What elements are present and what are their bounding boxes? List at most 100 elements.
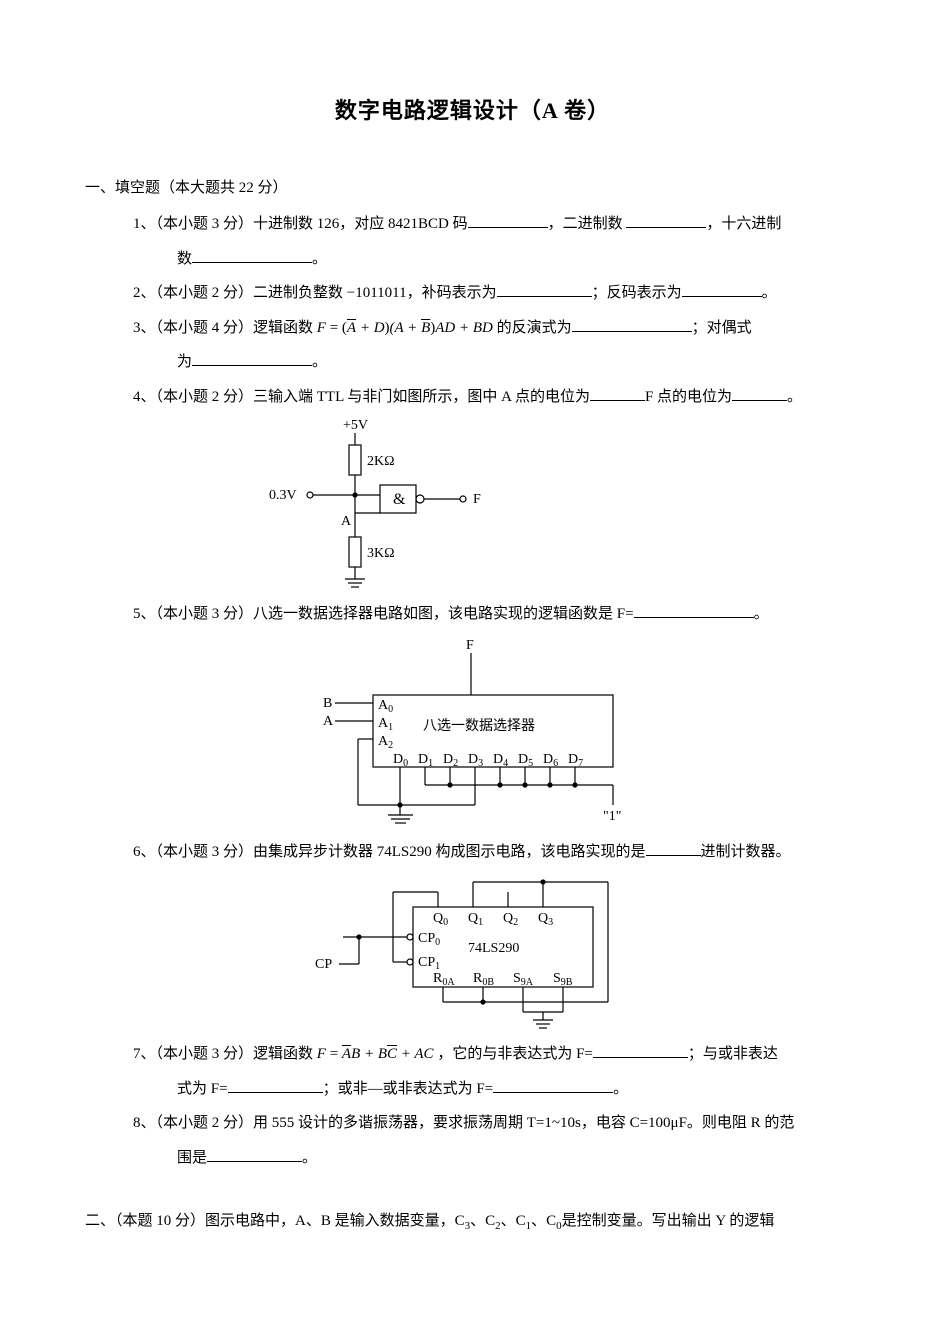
q2-end: 。 xyxy=(762,285,777,301)
question-8-line2: 围是 。 xyxy=(85,1144,860,1173)
svg-text:D0: D0 xyxy=(393,752,408,769)
svg-text:Q0: Q0 xyxy=(433,911,448,928)
svg5-one: "1" xyxy=(603,809,621,824)
q1-mid1: ，二进制数 xyxy=(548,216,623,232)
page-title: 数字电路逻辑设计（A 卷） xyxy=(85,90,860,132)
question-8-line1: 8、（本小题 2 分）用 555 设计的多谐振荡器，要求振荡周期 T=1~10s… xyxy=(85,1109,860,1138)
q7-mid: ；与或非表达 xyxy=(688,1046,778,1062)
svg-text:D5: D5 xyxy=(518,752,533,769)
q1-blank2 xyxy=(626,213,706,228)
question-7-line2: 式为 F=；或非—或非表达式为 F=。 xyxy=(85,1075,860,1104)
s2-c3: 、C xyxy=(531,1213,556,1229)
svg-text:D4: D4 xyxy=(493,752,508,769)
q7-prefix: 7、（本小题 3 分）逻辑函数 xyxy=(133,1046,313,1062)
svg6-r0bs: 0B xyxy=(482,977,494,988)
question-3-line2: 为。 xyxy=(85,348,860,377)
q3-blank2 xyxy=(192,351,312,366)
q3-t1o: A xyxy=(347,320,356,336)
q7-blank1 xyxy=(593,1043,688,1058)
svg6-s9bs: 9B xyxy=(560,977,572,988)
q7-t1o: A xyxy=(342,1046,351,1062)
q3-l2-prefix: 为 xyxy=(177,354,192,370)
q7-t2o: C xyxy=(387,1046,397,1062)
q4-blank2 xyxy=(732,386,787,401)
section-2-header: 二、（本题 10 分）图示电路中，A、B 是输入数据变量，C3、C2、C1、C0… xyxy=(85,1207,860,1237)
q2-mid: ；反码表示为 xyxy=(592,285,682,301)
q8-end: 。 xyxy=(302,1150,317,1166)
svg-text:S9B: S9B xyxy=(553,971,573,988)
s2-c1: 、C xyxy=(470,1213,495,1229)
q3-end: 。 xyxy=(312,354,327,370)
q3-mid: ；对偶式 xyxy=(692,320,752,336)
q3-t2l: (A + xyxy=(390,320,422,336)
q4-blank1 xyxy=(590,386,645,401)
q6-suffix: 进制计数器。 xyxy=(701,844,791,860)
q1-blank1 xyxy=(468,213,548,228)
q7-end: 。 xyxy=(613,1081,628,1097)
q3-eq: = xyxy=(326,320,342,336)
q7-blank3 xyxy=(493,1078,613,1093)
svg5-a0s: 0 xyxy=(388,704,393,715)
svg6-cp0s: 0 xyxy=(435,937,440,948)
q7-t1b: B + B xyxy=(351,1046,387,1062)
q2-blank1 xyxy=(497,282,592,297)
s2-c2: 、C xyxy=(501,1213,526,1229)
question-6: 6、（本小题 3 分）由集成异步计数器 74LS290 构成图示电路，该电路实现… xyxy=(85,838,860,867)
svg-text:R0A: R0A xyxy=(433,971,455,988)
svg-text:A2: A2 xyxy=(378,734,393,751)
svg5-a1s: 1 xyxy=(388,722,393,733)
svg6-r0as: 0A xyxy=(442,977,455,988)
svg-text:Q1: Q1 xyxy=(468,911,483,928)
q7-mid2: ；或非—或非表达式为 F= xyxy=(323,1081,494,1097)
diagram-q4-ttl-nand: +5V 2KΩ 0.3V & A F 3KΩ xyxy=(265,417,505,592)
svg4-r2k: 2KΩ xyxy=(367,454,395,469)
svg-text:CP0: CP0 xyxy=(418,931,440,948)
question-1-line1: 1、（本小题 3 分）十进制数 126，对应 8421BCD 码 ，二进制数 ，十… xyxy=(85,210,860,239)
svg-text:A0: A0 xyxy=(378,698,393,715)
svg6-cp1: CP xyxy=(418,955,435,970)
diagram-q5-mux: F B A0 A A1 A2 八选一数据选择器 D0 D1 D2 D3 D4 D… xyxy=(283,635,663,830)
question-1-line2: 数。 xyxy=(85,245,860,274)
svg-text:R0B: R0B xyxy=(473,971,494,988)
q2-blank2 xyxy=(682,282,762,297)
q8-l2-prefix: 围是 xyxy=(177,1150,207,1166)
q7-blank2 xyxy=(228,1078,323,1093)
q3-after: 的反演式为 xyxy=(497,320,572,336)
q5-end: 。 xyxy=(754,606,769,622)
q5-prefix: 5、（本小题 3 分）八选一数据选择器电路如图，该电路实现的逻辑函数是 F= xyxy=(133,606,634,622)
q8-prefix: 8、（本小题 2 分）用 555 设计的多谐振荡器，要求振荡周期 T=1~10s… xyxy=(133,1115,794,1131)
s2-after: 是控制变量。写出输出 Y 的逻辑 xyxy=(562,1213,775,1229)
q6-prefix: 6、（本小题 3 分）由集成异步计数器 74LS290 构成图示电路，该电路实现… xyxy=(133,844,646,860)
svg4-a: A xyxy=(341,514,352,529)
svg5-a2s: 2 xyxy=(388,740,393,751)
svg4-r3k: 3KΩ xyxy=(367,546,395,561)
q3-t2o: B xyxy=(421,320,430,336)
svg4-5v: +5V xyxy=(343,418,368,433)
question-3-line1: 3、（本小题 4 分）逻辑函数 F = (A + D)(A + B)AD + B… xyxy=(85,314,860,343)
svg-text:Q3: Q3 xyxy=(538,911,553,928)
q3-prefix: 3、（本小题 4 分）逻辑函数 xyxy=(133,320,313,336)
svg5-label: 八选一数据选择器 xyxy=(423,718,535,734)
diagram-q6-74ls290: Q0 Q1 Q2 Q3 CP1 CP0 CP 74LS290 R0A R0B S… xyxy=(303,872,643,1032)
s2-prefix: 二、（本题 10 分）图示电路中，A、B 是输入数据变量，C xyxy=(85,1213,465,1229)
svg-text:CP1: CP1 xyxy=(418,955,440,972)
q1-prefix: 1、（本小题 3 分）十进制数 126，对应 8421BCD 码 xyxy=(133,216,468,232)
svg5-b: B xyxy=(323,696,332,711)
question-2: 2、（本小题 2 分）二进制负整数 −1011011，补码表示为 ；反码表示为 。 xyxy=(85,279,860,308)
svg-text:D7: D7 xyxy=(568,752,583,769)
svg6-s9b: S xyxy=(553,971,561,986)
q7-after: ，它的与非表达式为 F= xyxy=(437,1046,593,1062)
svg6-s9as: 9A xyxy=(520,977,533,988)
q3-t3: AD + BD xyxy=(435,320,493,336)
q7-t3: + AC xyxy=(397,1046,434,1062)
q7-eq: = xyxy=(326,1046,342,1062)
svg-text:D3: D3 xyxy=(468,752,483,769)
svg-text:Q2: Q2 xyxy=(503,911,518,928)
q2-prefix: 2、（本小题 2 分）二进制负整数 −1011011，补码表示为 xyxy=(133,285,497,301)
q4-mid: F 点的电位为 xyxy=(645,389,732,405)
q1-mid2: ，十六进制 xyxy=(706,216,781,232)
q1-blank3 xyxy=(192,248,312,263)
svg6-s9a: S xyxy=(513,971,521,986)
q7-F: F xyxy=(317,1046,326,1062)
svg6-cp0: CP xyxy=(418,931,435,946)
